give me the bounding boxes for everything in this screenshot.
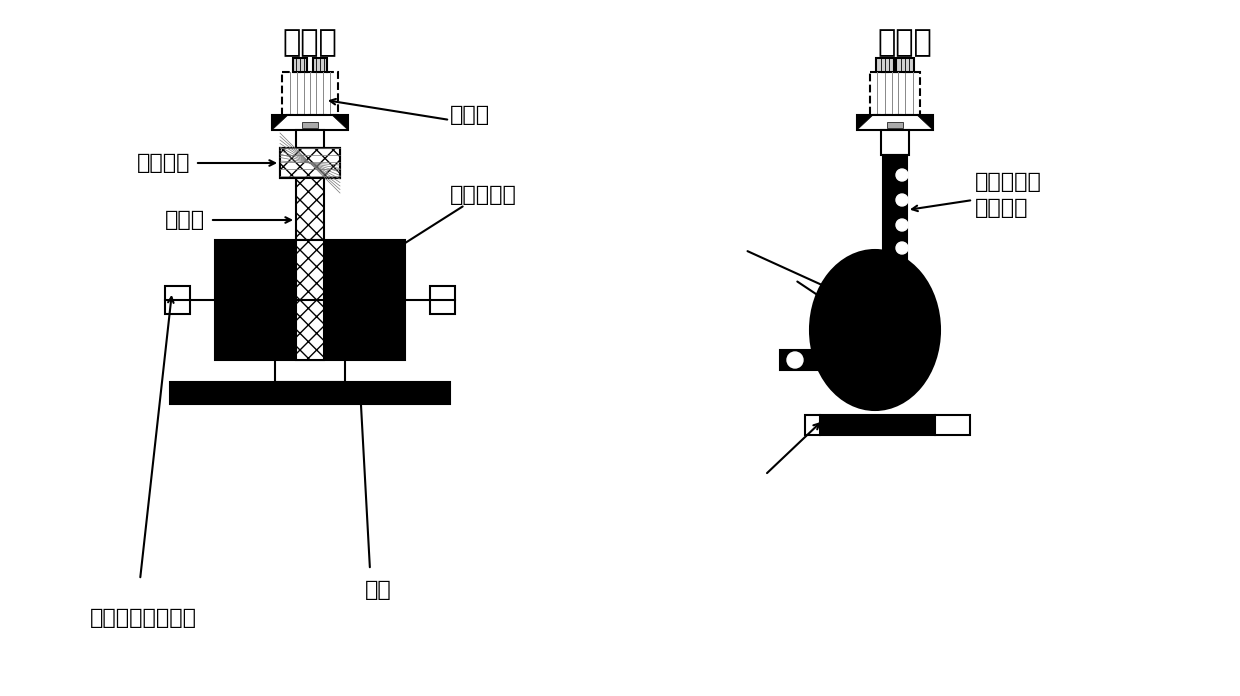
Polygon shape — [296, 130, 324, 148]
Polygon shape — [293, 58, 308, 72]
Polygon shape — [272, 115, 348, 130]
Polygon shape — [280, 148, 340, 178]
Text: 磁场发生器: 磁场发生器 — [450, 185, 517, 205]
Polygon shape — [887, 122, 903, 128]
Polygon shape — [296, 178, 324, 240]
Polygon shape — [430, 286, 455, 314]
Polygon shape — [897, 58, 914, 72]
Polygon shape — [880, 130, 909, 155]
Polygon shape — [883, 155, 906, 270]
Polygon shape — [935, 415, 970, 435]
Polygon shape — [312, 58, 327, 72]
Circle shape — [897, 194, 908, 206]
Text: 工件: 工件 — [365, 580, 392, 600]
Polygon shape — [296, 240, 324, 360]
Polygon shape — [870, 72, 920, 115]
Polygon shape — [805, 415, 820, 435]
Polygon shape — [170, 382, 450, 404]
Polygon shape — [883, 260, 906, 270]
Circle shape — [897, 242, 908, 254]
Polygon shape — [281, 72, 339, 115]
Circle shape — [897, 169, 908, 181]
Polygon shape — [857, 115, 873, 130]
Circle shape — [837, 277, 913, 353]
Polygon shape — [215, 240, 296, 360]
Text: 抛光轮: 抛光轮 — [450, 105, 490, 125]
Polygon shape — [165, 286, 190, 314]
Polygon shape — [324, 240, 405, 360]
Text: 矩形喷嘴: 矩形喷嘴 — [136, 153, 190, 173]
Polygon shape — [303, 122, 317, 128]
Ellipse shape — [810, 250, 940, 410]
Polygon shape — [918, 115, 932, 130]
Text: 左视图: 左视图 — [878, 28, 932, 57]
Circle shape — [787, 352, 804, 368]
Polygon shape — [280, 148, 340, 178]
Polygon shape — [820, 415, 935, 435]
Polygon shape — [332, 115, 348, 130]
Polygon shape — [275, 360, 345, 382]
Text: 工作液及其
中的微粒: 工作液及其 中的微粒 — [975, 172, 1042, 219]
Text: 主视图: 主视图 — [283, 28, 337, 57]
Polygon shape — [780, 350, 825, 370]
Text: 抛光轮旋转轴支架: 抛光轮旋转轴支架 — [91, 608, 197, 628]
Polygon shape — [875, 58, 894, 72]
Circle shape — [897, 219, 908, 231]
Polygon shape — [272, 115, 288, 130]
Text: 工作液: 工作液 — [165, 210, 205, 230]
Polygon shape — [857, 115, 932, 130]
